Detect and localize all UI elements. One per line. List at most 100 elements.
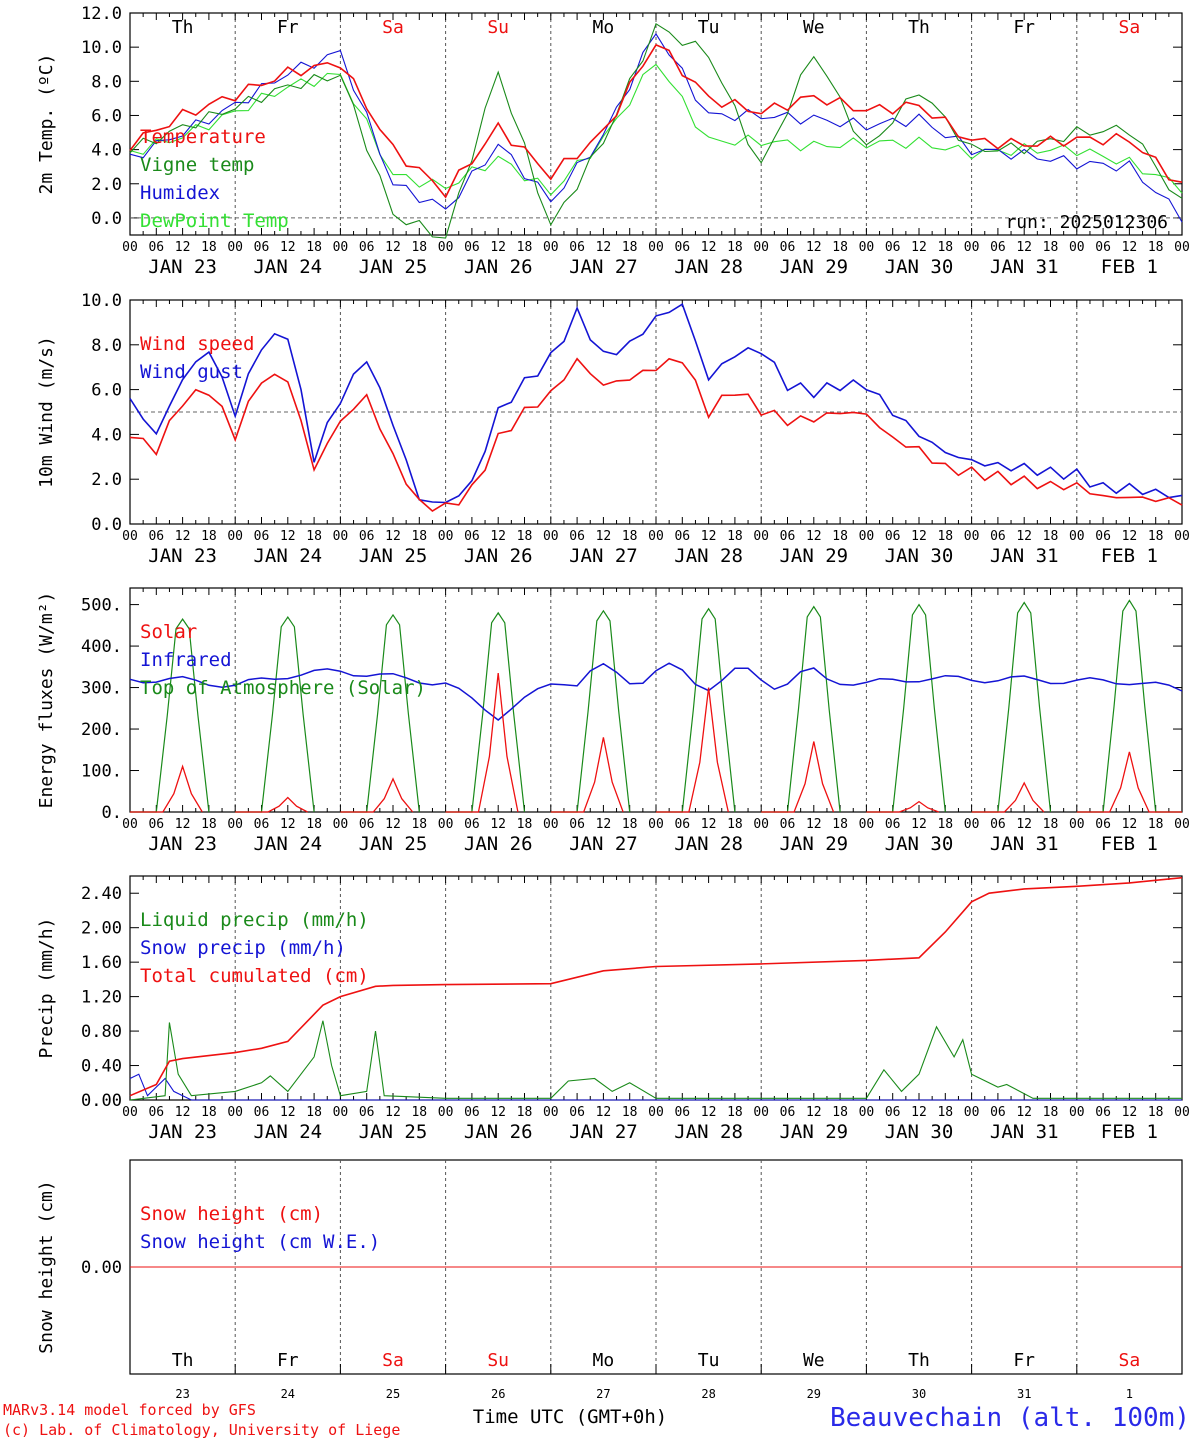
hour-tick-label: 00 [333,240,349,255]
day-number-label: 28 [701,1387,715,1401]
hour-tick-label: 18 [411,1105,427,1120]
series-humidex [129,32,1183,223]
hour-tick-label: 00 [227,817,243,832]
hour-tick-label: 00 [964,240,980,255]
hour-tick-label: 06 [1095,1105,1111,1120]
hour-tick-label: 12 [701,817,717,832]
y-axis-label: Precip (mm/h) [36,918,57,1059]
date-label: JAN 30 [885,256,954,278]
date-label: JAN 25 [359,833,428,855]
hour-tick-label: 12 [1016,240,1032,255]
y-tick-label: 1.60 [81,953,122,973]
hour-tick-label: 12 [806,529,822,544]
series-infrared [129,662,1183,721]
hour-tick-label: 06 [990,817,1006,832]
series-top-of-atmosphere [130,599,1182,813]
hour-tick-label: 00 [333,529,349,544]
hour-tick-label: 12 [701,529,717,544]
hour-tick-label: 12 [280,1105,296,1120]
hour-tick-label: 12 [175,240,191,255]
hour-tick-label: 12 [596,1105,612,1120]
hour-tick-label: 06 [990,1105,1006,1120]
hour-tick-label: 00 [438,240,454,255]
date-label: JAN 26 [464,833,533,855]
hour-tick-label: 00 [543,1105,559,1120]
hour-tick-label: 18 [411,240,427,255]
hour-tick-label: 06 [464,240,480,255]
y-tick-label: 0.0 [91,515,122,535]
lab-credit: (c) Lab. of Climatology, University of L… [3,1421,400,1439]
hour-tick-label: 12 [385,529,401,544]
day-label: Sa [1119,1350,1141,1371]
date-label: JAN 28 [674,833,743,855]
y-tick-label: 200. [81,720,122,740]
hour-tick-label: 00 [753,529,769,544]
day-number-label: 1 [1126,1387,1133,1401]
hour-tick-label: 06 [464,529,480,544]
date-label: JAN 23 [148,256,217,278]
y-tick-label: 2.00 [81,919,122,939]
y-tick-label: 12.0 [81,4,122,24]
date-label: JAN 25 [359,545,428,567]
date-label: JAN 25 [359,256,428,278]
hour-tick-label: 00 [753,240,769,255]
hour-tick-label: 18 [1148,817,1164,832]
date-label: JAN 27 [569,833,638,855]
y-tick-label: 1.20 [81,988,122,1008]
y-tick-label: 300. [81,679,122,699]
hour-tick-label: 18 [1043,1105,1059,1120]
day-label: Fr [277,17,299,38]
date-label: JAN 31 [990,1121,1059,1143]
hour-tick-label: 06 [780,817,796,832]
date-label: JAN 23 [148,833,217,855]
hour-tick-label: 12 [490,529,506,544]
hour-tick-label: 18 [727,240,743,255]
hour-tick-label: 12 [701,240,717,255]
day-label: Sa [382,17,404,38]
hour-tick-label: 12 [280,240,296,255]
hour-tick-label: 18 [832,240,848,255]
hour-tick-label: 06 [359,529,375,544]
hour-tick-label: 12 [596,817,612,832]
hour-tick-label: 12 [806,1105,822,1120]
y-tick-label: 10.0 [81,291,122,311]
series-snow-precip-mm-h- [129,1073,1182,1101]
hour-tick-label: 12 [385,240,401,255]
hour-tick-label: 00 [438,529,454,544]
hour-tick-label: 06 [990,240,1006,255]
day-label: Th [908,17,930,38]
day-label: Th [172,1350,194,1371]
legend-entry: Humidex [140,182,220,204]
hour-tick-label: 00 [333,1105,349,1120]
date-label: JAN 26 [464,1121,533,1143]
hour-tick-label: 12 [175,529,191,544]
hour-tick-label: 12 [175,1105,191,1120]
hour-tick-label: 12 [490,240,506,255]
hour-tick-label: 12 [911,240,927,255]
date-label: JAN 28 [674,256,743,278]
day-label: Th [172,17,194,38]
hour-tick-label: 12 [1016,817,1032,832]
hour-tick-label: 00 [122,529,138,544]
series-vigne-temp [129,22,1183,239]
date-label: JAN 24 [253,545,322,567]
date-label: JAN 31 [990,545,1059,567]
hour-tick-label: 18 [727,817,743,832]
hour-tick-label: 06 [780,529,796,544]
location-label: Beauvechain (alt. 100m) [830,1403,1190,1433]
hour-tick-label: 00 [1069,1105,1085,1120]
date-label: JAN 27 [569,1121,638,1143]
hour-tick-label: 00 [648,817,664,832]
series-wind-speed [129,357,1183,512]
legend-entry: Total cumulated (cm) [140,965,369,987]
hour-tick-label: 00 [122,817,138,832]
model-credit: MARv3.14 model forced by GFS [3,1401,256,1419]
hour-tick-label: 18 [937,817,953,832]
hour-tick-label: 06 [1095,817,1111,832]
hour-tick-label: 18 [622,240,638,255]
hour-tick-label: 18 [306,1105,322,1120]
legend-entry: Wind gust [140,361,243,383]
hour-tick-label: 18 [306,817,322,832]
series-wind-gust [129,302,1183,504]
y-tick-label: 6.0 [91,106,122,126]
